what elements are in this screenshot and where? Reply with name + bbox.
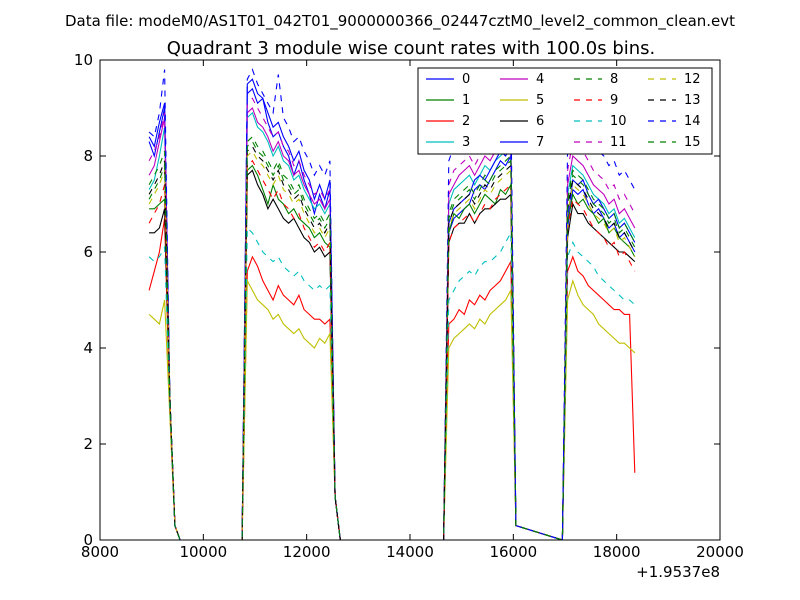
plot-area: 8000 10000 12000 14000 16000 18000 20000 0 2 4 6 8 1…: [74, 51, 744, 561]
legend-label-5: 5: [536, 93, 544, 108]
legend-label-14: 14: [684, 114, 701, 129]
series-line-7: [148, 78, 636, 540]
x-tick-label: 10000: [179, 543, 227, 561]
series-line-10: [148, 226, 636, 540]
legend-label-8: 8: [610, 72, 618, 87]
series-line-4: [148, 107, 636, 540]
legend-label-0: 0: [462, 72, 470, 87]
x-tick-label: 14000: [386, 543, 434, 561]
chart-title: Quadrant 3 module wise count rates with …: [167, 38, 656, 59]
legend-label-3: 3: [462, 135, 470, 150]
y-tick-label: 4: [83, 339, 93, 357]
x-tick-label: 18000: [593, 543, 641, 561]
legend-label-2: 2: [462, 114, 470, 129]
legend-label-10: 10: [610, 114, 627, 129]
series-line-12: [148, 150, 636, 540]
series-line-0: [148, 87, 636, 540]
y-tick-label: 6: [83, 243, 93, 261]
legend-box: [417, 67, 713, 155]
legend-label-12: 12: [684, 72, 701, 87]
legend-label-1: 1: [462, 93, 470, 108]
x-tick-label: 16000: [489, 543, 537, 561]
legend-label-13: 13: [684, 93, 701, 108]
legend-label-6: 6: [536, 114, 544, 129]
x-tick-label: 20000: [696, 543, 744, 561]
series-line-13: [148, 145, 636, 540]
series-line-9: [148, 159, 636, 540]
y-tick-label: 10: [74, 51, 93, 69]
y-tick-label: 2: [83, 435, 93, 453]
legend-label-7: 7: [536, 135, 544, 150]
y-tick-label: 0: [83, 531, 93, 549]
series-line-3: [148, 111, 636, 540]
legend-label-15: 15: [684, 135, 701, 150]
legend-label-9: 9: [610, 93, 618, 108]
series-line-5: [148, 278, 636, 540]
series-line-15: [148, 135, 636, 540]
series-line-2: [148, 218, 636, 540]
y-tick-label: 8: [83, 147, 93, 165]
series-line-1: [149, 164, 636, 540]
legend-label-4: 4: [536, 72, 544, 87]
figure-suptitle: Data file: modeM0/AS1T01_042T01_90000003…: [65, 12, 735, 31]
series-line-6: [149, 169, 636, 540]
x-tick-label: 8000: [81, 543, 119, 561]
x-tick-label: 12000: [283, 543, 331, 561]
legend-label-11: 11: [610, 135, 627, 150]
x-axis-offset-label: +1.9537e8: [636, 563, 720, 581]
